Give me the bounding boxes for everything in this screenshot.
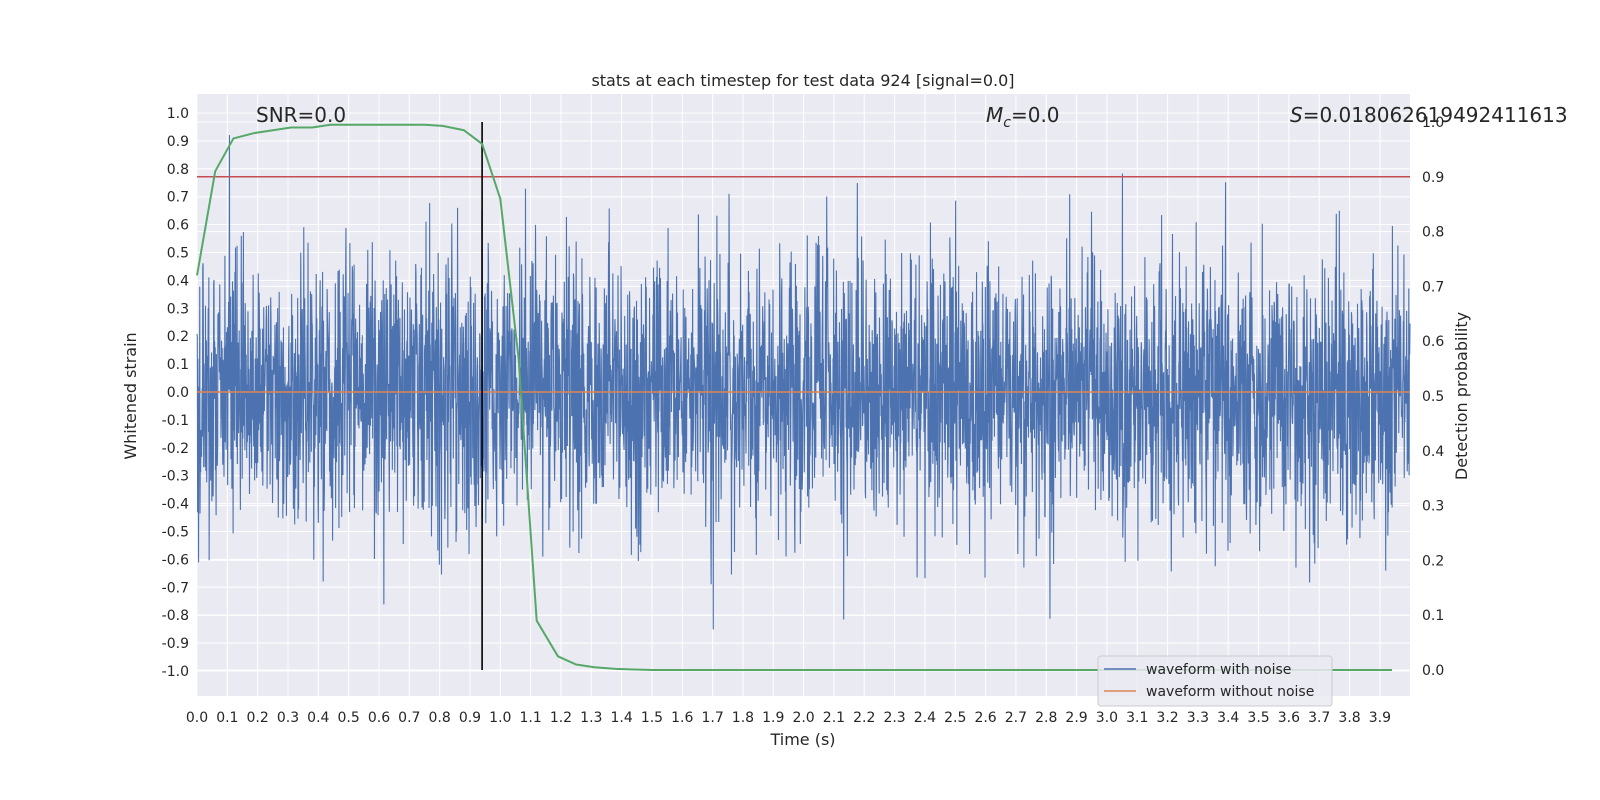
y-tick-label: -0.8 [162, 608, 189, 624]
y-tick-label: 0.1 [167, 357, 189, 373]
x-tick-label: 2.3 [883, 710, 905, 726]
y-tick-label: 0.3 [167, 301, 189, 317]
y-tick-label: 0.0 [167, 385, 189, 401]
x-tick-label: 2.0 [792, 710, 814, 726]
x-tick-label: 0.6 [368, 710, 390, 726]
x-axis-label: Time (s) [769, 730, 835, 749]
overlays [196, 122, 1410, 671]
s-annotation: S=0.018062619492411613 [1290, 103, 1568, 127]
y-tick-label: 0.5 [167, 246, 189, 262]
legend: waveform with noise waveform without noi… [1097, 655, 1333, 707]
y2-tick-label: 0.8 [1422, 225, 1444, 241]
y-tick-label: 0.8 [167, 162, 189, 178]
y2-tick-label: 0.5 [1422, 389, 1444, 405]
x-tick-label: 3.0 [1096, 710, 1118, 726]
y2-tick-label: 1.0 [1422, 115, 1444, 131]
y-tick-label: -0.9 [162, 636, 189, 652]
x-tick-label: 1.4 [610, 710, 632, 726]
x-tick-label: 1.7 [701, 710, 723, 726]
x-tick-label: 3.1 [1126, 710, 1148, 726]
x-tick-label: 2.5 [944, 710, 966, 726]
y2-tick-labels: 1.0 0.9 0.8 0.7 0.6 0.5 0.4 0.3 0.2 0.1 0.0 [1422, 115, 1444, 679]
x-tick-label: 2.6 [974, 710, 996, 726]
y2-tick-label: 0.2 [1422, 553, 1444, 569]
x-tick-label: 3.3 [1187, 710, 1209, 726]
x-tick-label: 0.9 [459, 710, 481, 726]
y-tick-label: 1.0 [167, 106, 189, 122]
waveform-with-noise-line [196, 135, 1411, 630]
x-tick-label: 0.1 [216, 710, 238, 726]
y-tick-label: -0.4 [162, 497, 189, 513]
y-tick-label: -0.3 [162, 469, 189, 485]
y-tick-label: 0.4 [167, 273, 189, 289]
y-tick-label: 0.6 [167, 218, 189, 234]
y2-tick-label: 0.1 [1422, 608, 1444, 624]
x-tick-label: 1.1 [519, 710, 541, 726]
mc-subscript: c [1003, 115, 1011, 131]
x-tick-labels: 0.0 0.1 0.2 0.3 0.4 0.5 0.6 0.7 0.8 0.9 1.0 1.1 1.2 1… [186, 710, 1391, 726]
x-tick-label: 3.7 [1308, 710, 1330, 726]
x-tick-label: 3.2 [1156, 710, 1178, 726]
s-symbol: S [1290, 103, 1303, 127]
chart-title: stats at each timestep for test data 924… [591, 71, 1014, 90]
y2-tick-label: 0.6 [1422, 334, 1444, 350]
detection-probability-line [196, 123, 1392, 671]
x-tick-label: 1.3 [580, 710, 602, 726]
x-tick-label: 2.1 [823, 710, 845, 726]
y-tick-label: -0.7 [162, 580, 189, 596]
x-tick-label: 0.0 [186, 710, 208, 726]
x-tick-label: 0.5 [338, 710, 360, 726]
x-tick-label: 0.2 [247, 710, 269, 726]
x-tick-label: 1.6 [671, 710, 693, 726]
y-tick-label: 0.7 [167, 190, 189, 206]
snr-annotation: SNR=0.0 [256, 103, 346, 127]
series-waveform-with-noise [196, 135, 1411, 630]
y2-axis-label: Detection probability [1452, 312, 1471, 480]
x-tick-label: 2.4 [914, 710, 936, 726]
x-tick-label: 3.9 [1369, 710, 1391, 726]
x-tick-label: 2.7 [1005, 710, 1027, 726]
y-tick-label: -1.0 [162, 664, 189, 680]
y2-tick-label: 0.3 [1422, 499, 1444, 515]
mc-annotation: Mc=0.0 [986, 103, 1060, 131]
y2-tick-label: 0.4 [1422, 444, 1444, 460]
x-tick-label: 0.8 [429, 710, 451, 726]
y2-tick-label: 0.7 [1422, 279, 1444, 295]
x-tick-label: 2.2 [853, 710, 875, 726]
s-value: =0.018062619492411613 [1303, 103, 1568, 127]
x-tick-label: 2.8 [1035, 710, 1057, 726]
legend-box [1097, 655, 1333, 707]
y-axis-label: Whitened strain [121, 332, 140, 459]
x-tick-label: 3.8 [1338, 710, 1360, 726]
y-tick-labels: 1.0 0.9 0.8 0.7 0.6 0.5 0.4 0.3 0.2 0.1 0.0 -0.1 -0.… [162, 106, 189, 680]
legend-label-noise: waveform with noise [1146, 662, 1291, 678]
x-tick-label: 1.8 [732, 710, 754, 726]
y-tick-label: 0.2 [167, 329, 189, 345]
x-tick-label: 2.9 [1065, 710, 1087, 726]
x-tick-label: 1.9 [762, 710, 784, 726]
x-tick-label: 0.3 [277, 710, 299, 726]
y-tick-label: -0.6 [162, 552, 189, 568]
mc-symbol: M [986, 103, 1003, 127]
x-tick-label: 1.0 [489, 710, 511, 726]
mc-value: =0.0 [1011, 103, 1060, 127]
x-tick-label: 0.7 [398, 710, 420, 726]
y2-tick-label: 0.9 [1422, 170, 1444, 186]
x-tick-label: 1.5 [641, 710, 663, 726]
legend-label-clean: waveform without noise [1146, 684, 1314, 700]
y-tick-label: -0.1 [162, 413, 189, 429]
x-tick-label: 3.6 [1278, 710, 1300, 726]
x-tick-label: 1.2 [550, 710, 572, 726]
y-tick-label: 0.9 [167, 134, 189, 150]
x-tick-label: 0.4 [307, 710, 329, 726]
y-tick-label: -0.5 [162, 525, 189, 541]
x-tick-label: 3.5 [1247, 710, 1269, 726]
y2-tick-label: 0.0 [1422, 663, 1444, 679]
x-tick-label: 3.4 [1217, 710, 1239, 726]
y-tick-label: -0.2 [162, 441, 189, 457]
